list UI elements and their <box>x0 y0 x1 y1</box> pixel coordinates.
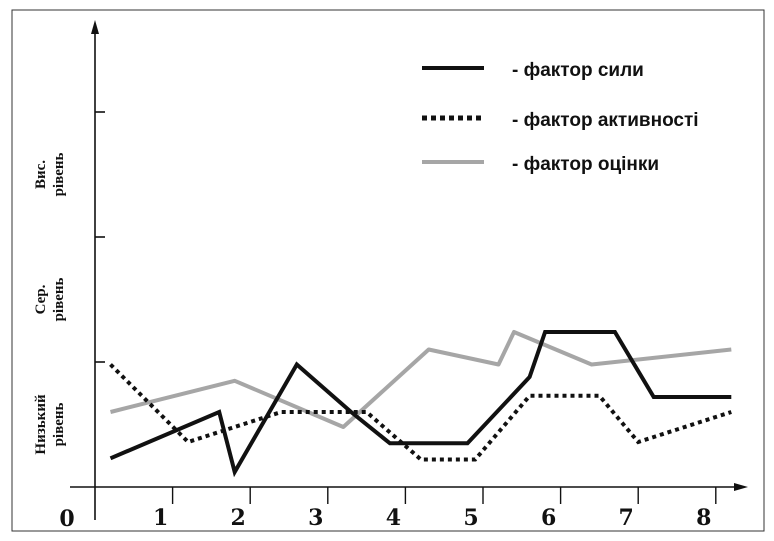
x-tick-label: 4 <box>386 505 401 531</box>
legend-label-2: - фактор активності <box>512 110 699 131</box>
x-tick-label: 8 <box>696 505 711 531</box>
y-level-label-line: рівень <box>51 403 67 447</box>
legend-label-1: - фактор сили <box>512 60 644 81</box>
x-tick-label: 3 <box>308 505 323 531</box>
legend-label-3: - фактор оцінки <box>512 154 659 175</box>
x-tick-label: 5 <box>463 505 478 531</box>
y-level-label-line: Низький <box>33 394 49 455</box>
chart-frame <box>11 9 765 532</box>
x-tick-label: 7 <box>619 505 634 531</box>
x-tick-label: 2 <box>231 505 246 531</box>
y-level-label-line: Сер. <box>33 284 49 314</box>
series-line-1 <box>109 330 732 478</box>
y-level-label-line: рівень <box>51 153 67 197</box>
x-tick-label-origin: 0 <box>59 506 74 532</box>
x-tick-label: 6 <box>541 505 556 531</box>
y-level-label-line: рівень <box>51 278 67 322</box>
y-axis-arrow <box>91 20 99 34</box>
series-line-2 <box>109 363 732 462</box>
x-axis-arrow <box>734 483 748 491</box>
series-line-3 <box>110 330 732 429</box>
x-tick-label: 1 <box>153 505 168 531</box>
y-level-label-line: Вис. <box>33 160 49 189</box>
y-level-label: Низький рівень <box>33 394 67 455</box>
y-level-label: Сер. рівень <box>33 278 67 322</box>
y-level-label: Вис. рівень <box>33 153 67 197</box>
